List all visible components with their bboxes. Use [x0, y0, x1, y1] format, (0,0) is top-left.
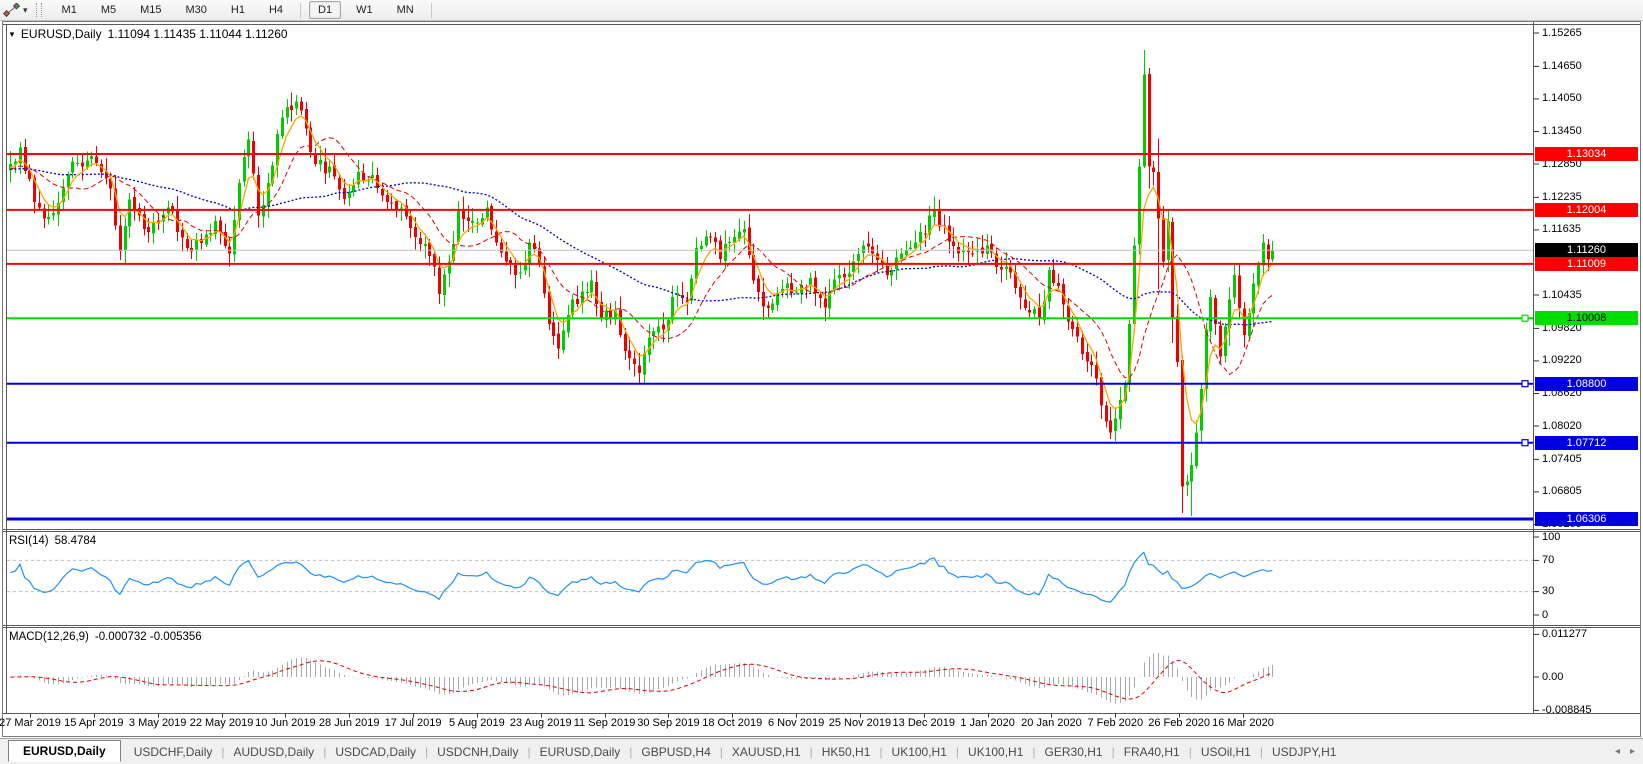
- timeframe-button-m30[interactable]: M30: [185, 4, 207, 16]
- tab-separator: |: [323, 744, 327, 759]
- macd-indicator-label: MACD(12,26,9) -0.000732 -0.005356: [9, 631, 202, 643]
- chart-symbol-label: EURUSD,Daily: [20, 27, 102, 41]
- tab-separator: |: [425, 744, 429, 759]
- chart-tab-hk50-h1[interactable]: HK50,H1: [821, 744, 871, 759]
- timeframe-toolbar: M1 M5 M15 M30 H1 H4 D1 W1 MN: [50, 1, 437, 19]
- macd-values: -0.000732 -0.005356: [94, 631, 202, 643]
- tab-separator: |: [221, 744, 225, 759]
- rsi-indicator-label: RSI(14) 58.4784: [9, 535, 96, 547]
- chart-tab-uk100-h1[interactable]: UK100,H1: [891, 744, 947, 759]
- chart-title: ▼ EURUSD,Daily 1.11094 1.11435 1.11044 1.1…: [8, 27, 288, 41]
- chart-tab-fra40-h1[interactable]: FRA40,H1: [1123, 744, 1180, 759]
- timeframe-button-h1[interactable]: H1: [230, 4, 245, 16]
- rsi-value: 58.4784: [54, 535, 97, 547]
- chart-tab-usoil-h1[interactable]: USOil,H1: [1200, 744, 1251, 759]
- collapse-triangle-icon[interactable]: ▼: [8, 30, 16, 39]
- chart-tab-usdcad-daily[interactable]: USDCAD,Daily: [335, 744, 416, 759]
- chart-tab-uk100-h1[interactable]: UK100,H1: [968, 744, 1024, 759]
- chart-tab-xauusd-h1[interactable]: XAUUSD,H1: [731, 744, 801, 759]
- timeframe-button-mn[interactable]: MN: [396, 4, 414, 16]
- tab-separator: |: [1032, 744, 1036, 759]
- chart-tab-audusd-daily[interactable]: AUDUSD,Daily: [233, 744, 315, 759]
- chart-window-frame: [2, 21, 1641, 737]
- tab-separator: |: [1111, 744, 1115, 759]
- chart-tab-usdchf-daily[interactable]: USDCHF,Daily: [133, 744, 213, 759]
- fast-ma-line: [10, 115, 1273, 426]
- chart-tab-gbpusd-h4[interactable]: GBPUSD,H4: [641, 744, 711, 759]
- timeframe-button-m5[interactable]: M5: [100, 4, 117, 16]
- macd-histogram: [10, 653, 1273, 704]
- rsi-name: RSI(14): [9, 535, 49, 547]
- dropdown-caret-icon[interactable]: ▾: [23, 4, 28, 15]
- top-toolbar: ▾ M1 M5 M15 M30 H1 H4 D1 W1 MN: [0, 0, 1643, 21]
- macd-name: MACD(12,26,9): [9, 631, 89, 643]
- line-handle[interactable]: [1521, 314, 1529, 322]
- rsi-line: [10, 551, 1273, 603]
- line-handle[interactable]: [1521, 439, 1529, 447]
- tab-separator: |: [1259, 744, 1263, 759]
- timeframe-button-w1[interactable]: W1: [356, 4, 373, 16]
- chart-tab-ger30-h1[interactable]: GER30,H1: [1044, 744, 1103, 759]
- tab-separator: |: [809, 744, 813, 759]
- tab-separator: |: [1188, 744, 1192, 759]
- macd-signal-line: [10, 659, 1273, 700]
- chart-tab-eurusd-daily[interactable]: EURUSD,Daily: [539, 744, 621, 759]
- chart-tabs: EURUSD,Daily USDCHF,Daily | AUDUSD,Daily | US…: [0, 739, 1345, 763]
- toolbar-grip: [35, 3, 42, 17]
- tab-separator: |: [527, 744, 531, 759]
- tab-separator: |: [719, 744, 723, 759]
- line-studies-glyph: [3, 3, 21, 17]
- line-handle[interactable]: [1521, 380, 1529, 388]
- toolbar-separator: [430, 2, 432, 18]
- tab-scroll-left-icon[interactable]: ◂: [1614, 746, 1620, 757]
- toolbar-separator: [300, 2, 302, 18]
- timeframe-button-h4[interactable]: H4: [268, 4, 284, 16]
- chart-tab-usdjpy-h1[interactable]: USDJPY,H1: [1271, 744, 1337, 759]
- line-studies-icon[interactable]: [3, 3, 21, 17]
- timeframe-button-m15[interactable]: M15: [140, 4, 162, 16]
- chart-ohlc-values: 1.11094 1.11435 1.11044 1.11260: [107, 27, 288, 41]
- timeframe-button-d1[interactable]: D1: [309, 1, 342, 19]
- tab-separator: |: [629, 744, 633, 759]
- tab-scroll-right-icon[interactable]: ▸: [1629, 746, 1635, 757]
- timeframe-button-m1[interactable]: M1: [61, 4, 77, 16]
- tab-separator: |: [879, 744, 883, 759]
- slow-ma-line: [10, 168, 1273, 326]
- chart-tab-eurusd-daily[interactable]: EURUSD,Daily: [8, 739, 121, 762]
- tab-scroll-arrows: ◂ ▸: [1615, 746, 1635, 757]
- chart-tab-usdcnh-daily[interactable]: USDCNH,Daily: [437, 744, 519, 759]
- tab-separator: |: [955, 744, 960, 759]
- chart-tab-bar: EURUSD,Daily USDCHF,Daily | AUDUSD,Daily | US…: [0, 738, 1643, 764]
